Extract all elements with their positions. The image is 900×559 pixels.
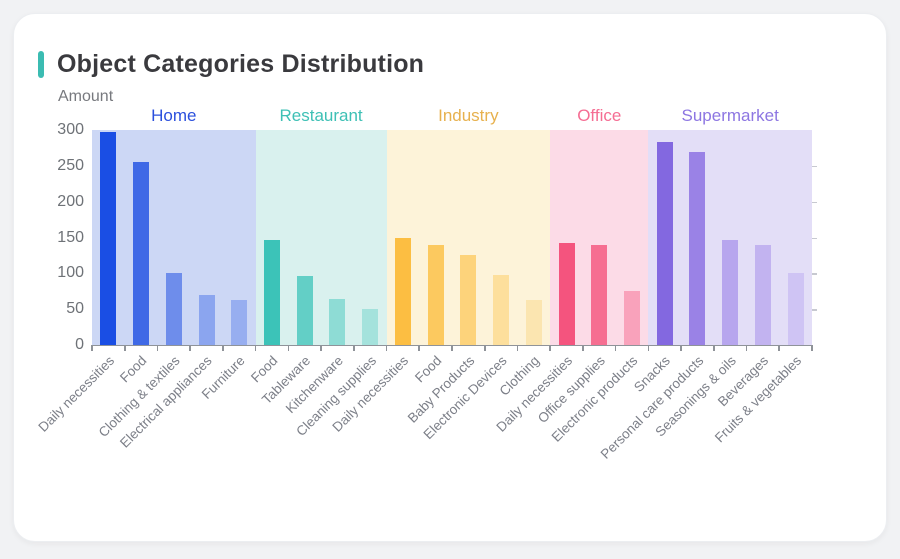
x-axis-tick [582, 345, 584, 351]
bar-supermarket-seasonings-oils[interactable] [722, 239, 739, 345]
bar-restaurant-tableware[interactable] [296, 276, 313, 345]
x-axis-tick [156, 345, 159, 351]
x-axis-tick [385, 345, 388, 351]
bar-home-clothing-textiles[interactable] [165, 273, 182, 345]
x-axis-tick [647, 345, 650, 351]
bar-supermarket-snacks[interactable] [656, 142, 673, 345]
bar-restaurant-kitchenware[interactable] [329, 299, 346, 345]
group-label-office: Office [577, 106, 622, 125]
x-axis-tick [713, 345, 715, 351]
x-axis-tick [451, 345, 453, 351]
y-tick-50: 50 [66, 300, 84, 318]
group-label-industry: Industry [438, 106, 499, 125]
right-axis-tick [812, 273, 817, 275]
bar-restaurant-cleaning-supplies[interactable] [362, 309, 379, 345]
bar-industry-electronic-devices[interactable] [493, 274, 510, 345]
y-axis-title: Amount [58, 88, 114, 105]
x-axis-tick [189, 345, 191, 351]
x-axis-tick [778, 345, 781, 351]
x-axis-tick [287, 345, 290, 351]
x-axis-tick [811, 345, 813, 351]
right-axis-tick [812, 309, 817, 311]
right-axis-tick [812, 165, 817, 168]
bar-supermarket-personal-care-products[interactable] [689, 151, 706, 345]
x-axis-tick [745, 345, 748, 351]
x-axis-tick [680, 345, 682, 351]
bar-supermarket-beverages[interactable] [754, 244, 771, 345]
bar-industry-daily-necessities[interactable] [394, 237, 411, 345]
bar-home-furniture[interactable] [231, 299, 248, 345]
y-tick-100: 100 [57, 264, 84, 282]
title-accent-bar [38, 51, 44, 78]
x-axis-tick [614, 345, 617, 351]
x-axis-tick [320, 345, 322, 351]
bar-supermarket-fruits-vegetables[interactable] [787, 273, 804, 345]
x-axis-tick [516, 345, 519, 351]
bar-office-electronic-products[interactable] [624, 291, 640, 345]
bar-industry-baby-products[interactable] [460, 255, 477, 345]
bar-office-daily-necessities[interactable] [558, 243, 575, 345]
y-tick-150: 150 [57, 228, 84, 246]
bar-home-food[interactable] [133, 161, 150, 345]
bar-office-office-supplies[interactable] [591, 245, 608, 345]
x-axis-tick [254, 345, 257, 351]
chart-header: Object Categories Distribution [38, 50, 424, 79]
x-axis-tick [222, 345, 224, 351]
y-tick-200: 200 [57, 192, 84, 210]
group-label-restaurant: Restaurant [279, 106, 363, 125]
x-axis-tick [353, 345, 355, 351]
right-axis-tick [812, 201, 817, 204]
bar-restaurant-food[interactable] [264, 239, 280, 345]
x-axis-tick [91, 345, 93, 351]
page-title: Object Categories Distribution [57, 50, 425, 78]
group-label-home: Home [151, 106, 197, 125]
bar-industry-food[interactable] [427, 245, 444, 345]
x-axis-tick [549, 345, 551, 351]
group-label-supermarket: Supermarket [681, 106, 779, 125]
x-axis-tick [418, 345, 421, 351]
bar-industry-clothing[interactable] [525, 299, 542, 345]
right-axis-tick [812, 237, 817, 239]
x-axis-tick [483, 345, 486, 351]
x-axis-tick [123, 345, 126, 351]
y-tick-250: 250 [57, 156, 84, 174]
y-tick-300: 300 [57, 121, 84, 138]
y-tick-0: 0 [75, 336, 84, 353]
bar-home-daily-necessities[interactable] [100, 132, 117, 345]
bar-home-electrical-appliances[interactable] [198, 294, 215, 345]
